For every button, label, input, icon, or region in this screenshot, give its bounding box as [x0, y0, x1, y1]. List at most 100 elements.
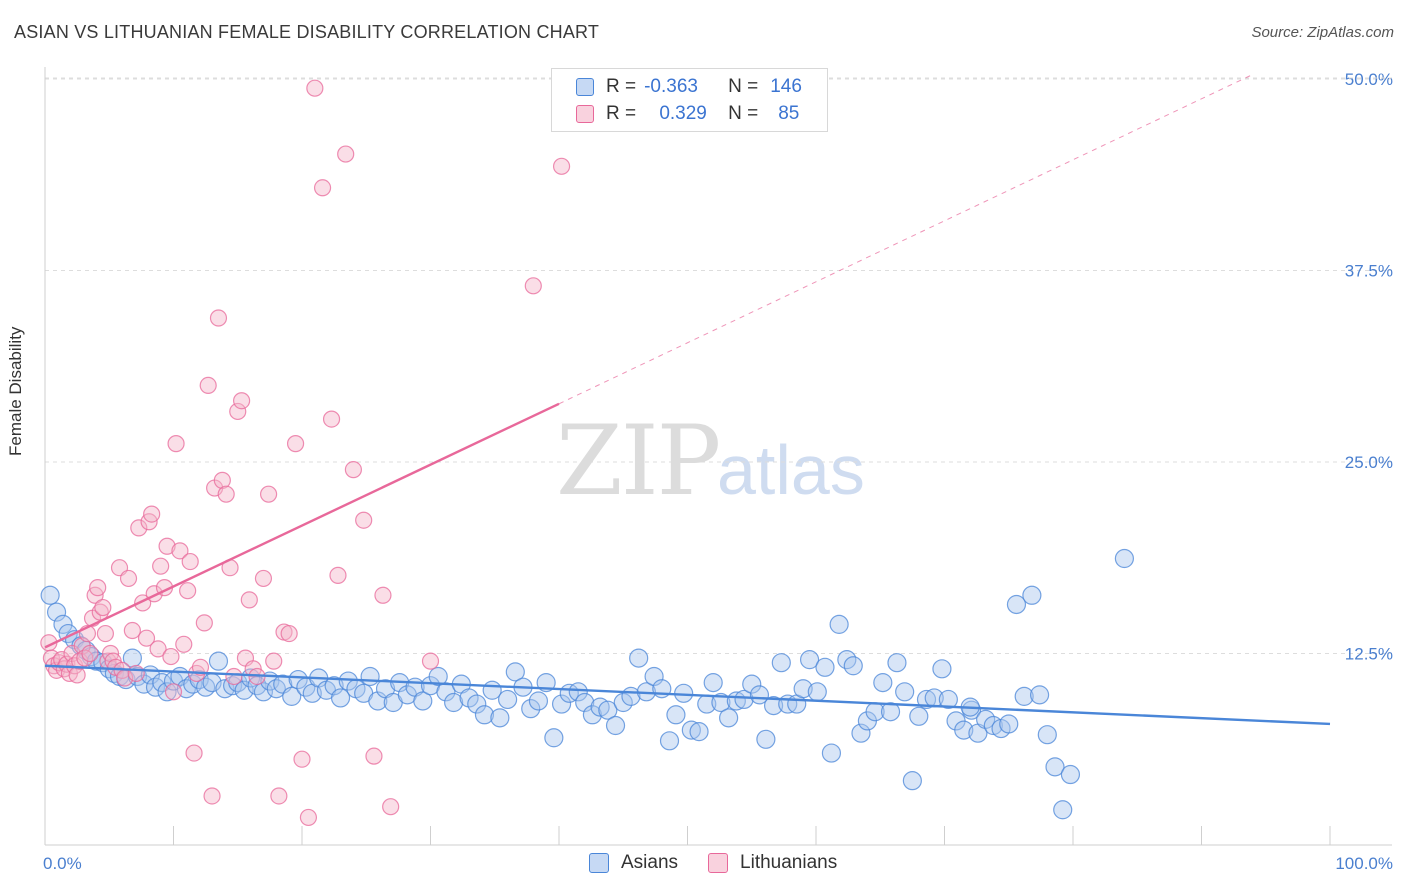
lithuanians-point: [299, 808, 318, 827]
lithuanians-point: [162, 647, 180, 666]
n-value: 146: [770, 76, 802, 97]
asians-point: [902, 771, 922, 791]
lithuanians-point: [240, 591, 258, 609]
asians-point: [1022, 585, 1042, 605]
lithuanians-point: [265, 652, 283, 670]
asians-point: [689, 722, 709, 742]
asians-point: [598, 700, 618, 720]
asians-point: [444, 692, 464, 713]
asians-point: [505, 662, 525, 682]
lithuanians-point: [164, 683, 183, 701]
asians-point: [742, 674, 762, 694]
asians-point: [53, 614, 73, 634]
correlation-legend: R = -0.363 N = 146 R = 0.329 N = 85: [551, 68, 828, 132]
asians-point: [157, 682, 177, 702]
asians-point: [1037, 725, 1057, 745]
legend-item-asians[interactable]: Asians: [589, 852, 678, 874]
legend-row-asians: R = -0.363 N = 146: [576, 76, 802, 98]
y-tick-label: 25.0%: [1345, 453, 1393, 472]
asians-point: [544, 728, 564, 748]
r-label: R =: [606, 76, 637, 97]
legend-row-lithuanians: R = 0.329 N = 85: [576, 103, 799, 125]
asians-point: [659, 731, 680, 751]
asians-point: [1053, 800, 1073, 820]
asians-point: [324, 676, 344, 696]
asians-point: [575, 692, 595, 713]
asians-point: [1006, 594, 1027, 615]
legend-label-asians: Asians: [621, 852, 679, 873]
lithuanians-legend-swatch: [708, 853, 729, 873]
asians-point: [771, 653, 791, 673]
lithuanians-points: [40, 79, 571, 827]
asians-point: [613, 692, 633, 713]
asians-point: [474, 705, 495, 725]
lithuanians-point: [137, 629, 156, 647]
asians-point: [895, 682, 915, 702]
lithuanians-point: [337, 145, 355, 163]
asians-point: [887, 653, 907, 673]
asians-point: [629, 648, 649, 668]
asians-point: [999, 714, 1019, 734]
asians-point: [521, 699, 541, 719]
asians-point: [815, 657, 835, 677]
asians-point: [330, 688, 351, 708]
lithuanians-point: [181, 552, 199, 571]
x-tick-label-max: 100.0%: [1335, 854, 1393, 873]
asians-swatch: [576, 78, 594, 96]
lithuanians-point: [199, 376, 217, 394]
lithuanians-point: [293, 750, 311, 768]
x-tick-label-min: 0.0%: [43, 854, 82, 873]
lithuanians-point: [127, 664, 145, 683]
lithuanians-point: [96, 624, 114, 643]
asians-point: [793, 679, 813, 699]
asians-point: [1045, 757, 1065, 777]
lithuanians-point: [94, 598, 112, 617]
legend-label-lithuanians: Lithuanians: [740, 852, 838, 873]
lithuanians-point: [254, 569, 273, 588]
lithuanians-point: [213, 471, 231, 489]
asians-point: [821, 743, 842, 763]
asians-point: [880, 702, 901, 722]
lithuanians-point: [81, 644, 99, 663]
asians-point: [568, 682, 588, 702]
lithuanians-point: [365, 747, 383, 765]
lithuanians-point: [203, 787, 221, 805]
lithuanians-point: [143, 505, 161, 523]
asians-point: [916, 689, 937, 710]
lithuanians-point: [313, 179, 332, 197]
asians-point: [1029, 685, 1050, 705]
lithuanians-point: [209, 309, 228, 327]
legend-item-lithuanians[interactable]: Lithuanians: [708, 852, 837, 874]
asians-point: [763, 695, 784, 716]
lithuanians-point: [233, 392, 251, 410]
lithuanians-point: [158, 537, 176, 555]
asians-point: [40, 585, 60, 605]
asians-point: [1060, 764, 1081, 785]
r-label: R =: [606, 103, 637, 124]
asians-point: [288, 669, 308, 690]
watermark-atlas: atlas: [717, 431, 865, 509]
lithuanians-point: [195, 614, 213, 632]
asians-point: [873, 673, 893, 693]
asians-point: [756, 729, 776, 749]
lithuanians-point: [355, 511, 373, 529]
asians-point: [719, 708, 739, 728]
asians-point: [1014, 686, 1034, 706]
lithuanians-point: [130, 519, 148, 537]
asians-point: [282, 686, 302, 706]
watermark-zip: ZIP: [556, 405, 721, 517]
asians-trend-line: [44, 664, 1331, 726]
asians-point: [551, 694, 572, 714]
lithuanians-point: [175, 635, 193, 653]
lithuanians-point: [524, 277, 542, 295]
lithuanians-point: [552, 157, 571, 175]
asians-point: [46, 602, 67, 622]
lithuanians-point: [329, 566, 347, 584]
n-value: 85: [778, 103, 800, 124]
asians-point: [851, 723, 871, 743]
asians-point: [932, 659, 952, 679]
lithuanians-point: [119, 569, 138, 588]
lithuanians-point: [229, 402, 247, 421]
lithuanians-point: [185, 744, 203, 762]
